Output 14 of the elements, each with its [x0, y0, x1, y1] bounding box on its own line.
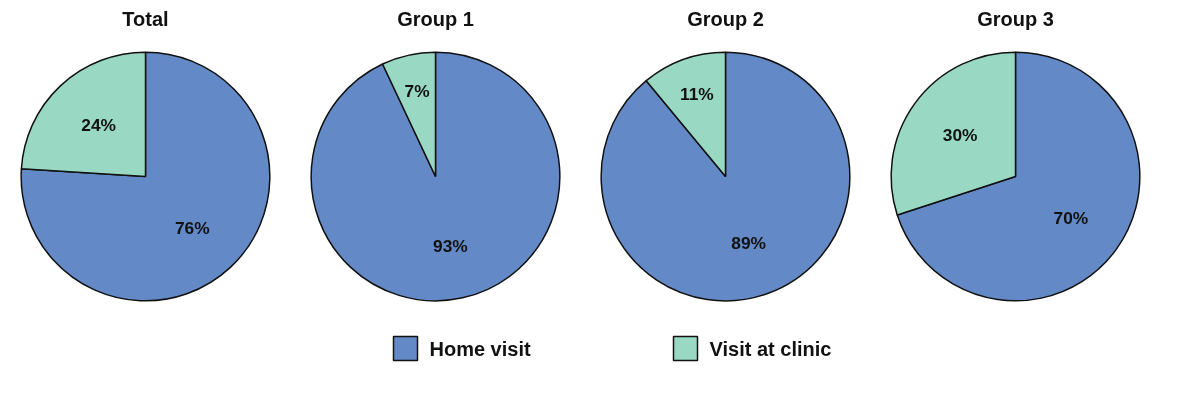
- data-label: 24%: [81, 114, 117, 135]
- data-label: 11%: [679, 83, 714, 104]
- chart-title: Total: [122, 7, 169, 30]
- legend-label: Home visit: [429, 337, 531, 360]
- data-label: 89%: [731, 233, 767, 254]
- legend-label: Visit at clinic: [709, 337, 832, 360]
- data-label: 70%: [1053, 208, 1089, 229]
- chart-title: Group 3: [977, 7, 1054, 30]
- chart-title: Group 1: [397, 7, 474, 30]
- data-label: 76%: [174, 218, 210, 239]
- chart-title: Group 2: [687, 7, 764, 30]
- data-label: 93%: [433, 235, 468, 256]
- data-label: 30%: [942, 124, 978, 145]
- data-label: 7%: [404, 80, 430, 101]
